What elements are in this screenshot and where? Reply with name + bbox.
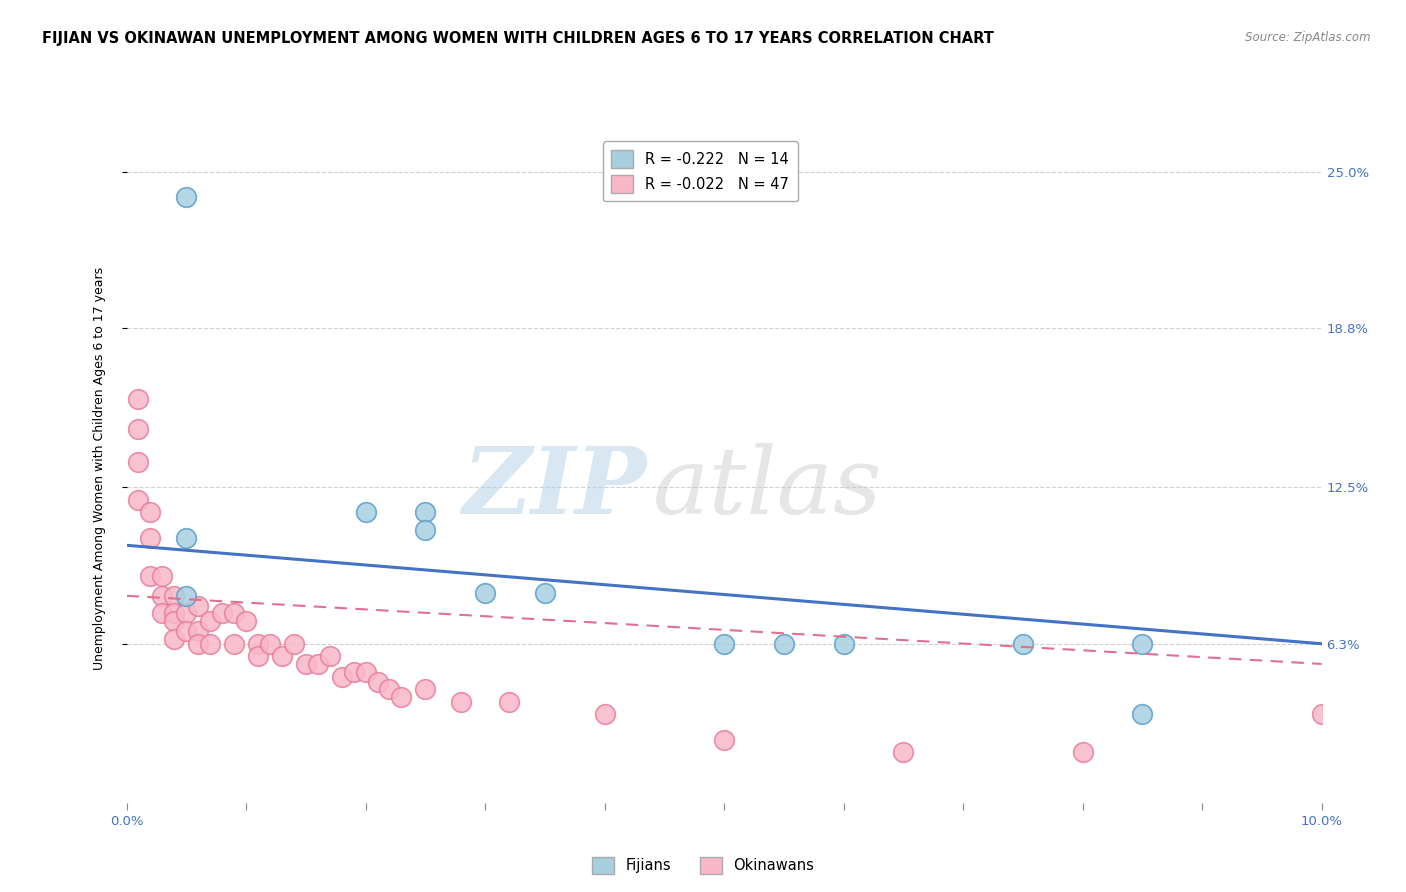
Point: [174, 624, 197, 639]
Point: [222, 637, 246, 651]
Point: [152, 589, 174, 603]
Point: [235, 614, 257, 628]
Point: [415, 506, 437, 520]
Point: [222, 607, 246, 621]
Point: [247, 649, 270, 664]
Point: [1310, 707, 1333, 722]
Point: [713, 637, 735, 651]
Point: [163, 589, 186, 603]
Point: [139, 531, 162, 545]
Point: [294, 657, 316, 671]
Point: [200, 614, 222, 628]
Point: [415, 523, 437, 537]
Point: [1130, 707, 1153, 722]
Point: [593, 707, 616, 722]
Point: [187, 624, 209, 639]
Legend: R = -0.222   N = 14, R = -0.022   N = 47: R = -0.222 N = 14, R = -0.022 N = 47: [603, 141, 797, 202]
Point: [152, 568, 174, 582]
Point: [307, 657, 329, 671]
Point: [163, 614, 186, 628]
Point: [139, 506, 162, 520]
Point: [1130, 637, 1153, 651]
Point: [330, 669, 353, 683]
Point: [1011, 637, 1033, 651]
Point: [247, 637, 270, 651]
Point: [174, 190, 197, 204]
Point: [127, 492, 149, 507]
Point: [174, 531, 197, 545]
Point: [1071, 745, 1094, 759]
Legend: Fijians, Okinawans: Fijians, Okinawans: [586, 851, 820, 880]
Point: [127, 455, 149, 469]
Point: [354, 665, 377, 679]
Point: [139, 568, 162, 582]
Point: [163, 607, 186, 621]
Point: [713, 732, 735, 747]
Point: [283, 637, 305, 651]
Point: [832, 637, 855, 651]
Text: ZIP: ZIP: [463, 443, 647, 533]
Point: [366, 674, 388, 689]
Point: [391, 690, 413, 704]
Point: [498, 695, 520, 709]
Point: [270, 649, 294, 664]
Point: [200, 637, 222, 651]
Text: atlas: atlas: [652, 443, 882, 533]
Point: [259, 637, 281, 651]
Point: [187, 599, 209, 613]
Point: [773, 637, 796, 651]
Point: [474, 586, 496, 600]
Text: FIJIAN VS OKINAWAN UNEMPLOYMENT AMONG WOMEN WITH CHILDREN AGES 6 TO 17 YEARS COR: FIJIAN VS OKINAWAN UNEMPLOYMENT AMONG WO…: [42, 31, 994, 46]
Point: [163, 632, 186, 646]
Point: [534, 586, 557, 600]
Point: [174, 589, 197, 603]
Point: [343, 665, 366, 679]
Point: [415, 682, 437, 697]
Point: [893, 745, 915, 759]
Point: [174, 607, 197, 621]
Point: [127, 392, 149, 406]
Point: [354, 506, 377, 520]
Point: [152, 607, 174, 621]
Point: [450, 695, 472, 709]
Point: [318, 649, 342, 664]
Point: [378, 682, 401, 697]
Point: [187, 637, 209, 651]
Y-axis label: Unemployment Among Women with Children Ages 6 to 17 years: Unemployment Among Women with Children A…: [93, 267, 105, 670]
Point: [127, 422, 149, 436]
Text: Source: ZipAtlas.com: Source: ZipAtlas.com: [1246, 31, 1371, 45]
Point: [211, 607, 233, 621]
